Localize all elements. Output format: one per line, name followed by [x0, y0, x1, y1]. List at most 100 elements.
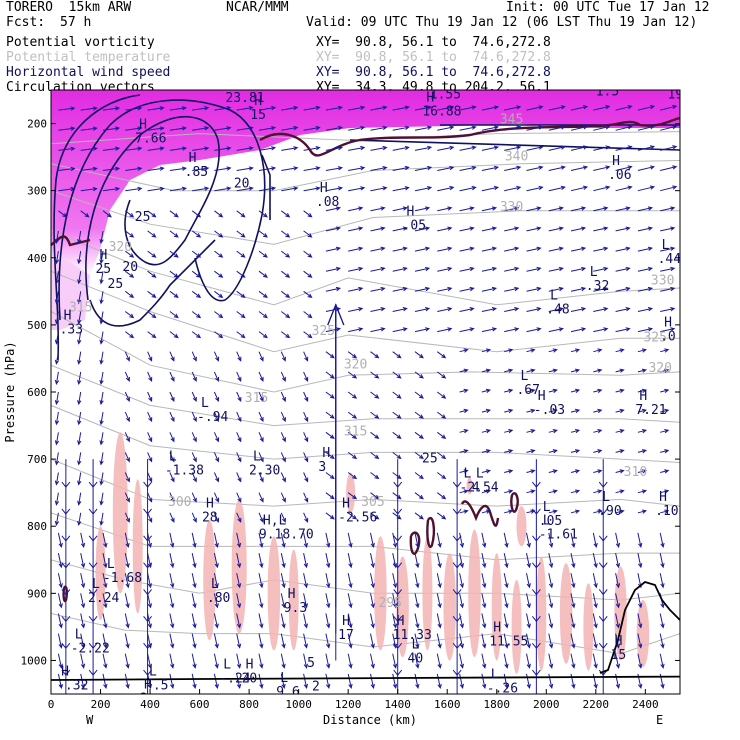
circulation-vector	[526, 185, 544, 192]
descent-arrow	[143, 459, 152, 488]
circulation-vector	[570, 327, 587, 333]
hl-value: 9.18.70	[259, 527, 314, 542]
circulation-vector	[548, 429, 558, 434]
circulation-vector	[125, 126, 143, 131]
circulation-vector	[570, 673, 576, 690]
circulation-vector	[481, 613, 487, 629]
circulation-vector	[504, 145, 522, 151]
circulation-vector	[548, 509, 558, 514]
circulation-vector	[325, 351, 335, 359]
circulation-vector	[370, 307, 386, 312]
circulation-vector	[191, 290, 202, 298]
circulation-vector	[213, 673, 219, 690]
hl-value: -.5	[145, 678, 168, 693]
circulation-vector	[637, 408, 648, 414]
hl-kind: H	[322, 446, 330, 461]
circulation-vector	[281, 166, 299, 171]
hl-value: .48	[546, 302, 569, 317]
circulation-vector	[213, 532, 219, 549]
x-tick-label: 400	[140, 698, 160, 711]
circulation-vector	[370, 411, 380, 419]
circulation-vector	[236, 146, 254, 151]
circulation-vector	[459, 125, 477, 131]
circulation-vector	[392, 452, 402, 460]
circulation-vector	[481, 165, 500, 171]
circulation-vector	[570, 206, 587, 212]
circulation-vector	[592, 532, 598, 549]
hl-value: -2.22	[71, 641, 110, 656]
x-tick-label: 2200	[583, 698, 610, 711]
circulation-vector	[213, 613, 219, 629]
hl-kind: H	[672, 74, 680, 89]
circulation-vector	[370, 452, 380, 460]
descent-arrow	[61, 620, 71, 649]
circulation-vector	[213, 492, 220, 503]
circulation-vector	[637, 104, 656, 111]
circulation-vector	[169, 653, 175, 669]
circulation-vector	[213, 573, 219, 589]
wind-25-contour	[58, 99, 266, 321]
circulation-vector	[147, 391, 153, 403]
circulation-vector	[169, 411, 175, 423]
circulation-vector	[124, 532, 130, 549]
circulation-vector	[437, 90, 440, 91]
circulation-vector	[258, 146, 277, 151]
circulation-vector	[169, 573, 175, 589]
circulation-vector	[481, 408, 492, 414]
circulation-vector	[80, 146, 98, 151]
circulation-vector	[214, 331, 224, 339]
circulation-vector	[303, 311, 313, 319]
circulation-vector	[191, 512, 197, 523]
pink-blob	[422, 536, 433, 651]
circulation-vector	[58, 166, 76, 172]
circulation-vector	[54, 230, 60, 245]
circulation-vector	[592, 552, 598, 569]
circulation-vector	[236, 90, 250, 91]
hl-kind: L	[543, 500, 551, 515]
circulation-vector	[459, 509, 469, 514]
circulation-vector	[637, 552, 643, 569]
pink-blob	[443, 553, 456, 661]
circulation-vector	[169, 186, 188, 192]
pink-blob	[112, 432, 128, 594]
circulation-vector	[392, 165, 410, 171]
y-tick-label: 500	[27, 319, 47, 332]
circulation-vector	[481, 429, 492, 434]
circulation-vector	[637, 226, 654, 232]
circulation-vector	[258, 512, 264, 523]
circulation-vector	[124, 613, 130, 629]
circulation-vector	[615, 246, 631, 252]
circulation-vector	[80, 126, 98, 131]
circulation-vector	[191, 472, 197, 483]
circulation-vector	[214, 311, 224, 319]
circulation-vector	[370, 573, 375, 589]
circulation-vector	[570, 408, 581, 414]
circulation-vector	[459, 105, 477, 111]
circulation-vector	[281, 105, 299, 111]
hl-kind: L	[434, 74, 442, 89]
circulation-vector	[303, 573, 308, 589]
circulation-vector	[348, 286, 364, 292]
circulation-vector	[370, 552, 375, 569]
circulation-vector	[191, 432, 197, 443]
circulation-vector	[147, 432, 153, 443]
circulation-vector	[77, 311, 82, 325]
hl-kind: H	[288, 587, 296, 602]
circulation-vector	[526, 532, 531, 549]
hl-value: .32	[586, 279, 609, 294]
descent-arrow	[598, 459, 608, 488]
circulation-vector	[414, 452, 424, 460]
circulation-vector	[615, 408, 625, 414]
circulation-vector	[392, 266, 408, 272]
circulation-vector	[392, 125, 410, 131]
hl-value: 7.66	[135, 131, 166, 146]
circulation-vector	[54, 251, 60, 265]
circulation-vector	[615, 286, 631, 292]
circulation-vector	[637, 307, 654, 312]
circulation-vector	[392, 512, 402, 520]
hl-kind: H	[64, 309, 72, 324]
circulation-vector	[392, 431, 402, 439]
descent-arrow	[531, 539, 541, 569]
circulation-vector	[192, 106, 210, 111]
circulation-vector	[258, 613, 264, 629]
